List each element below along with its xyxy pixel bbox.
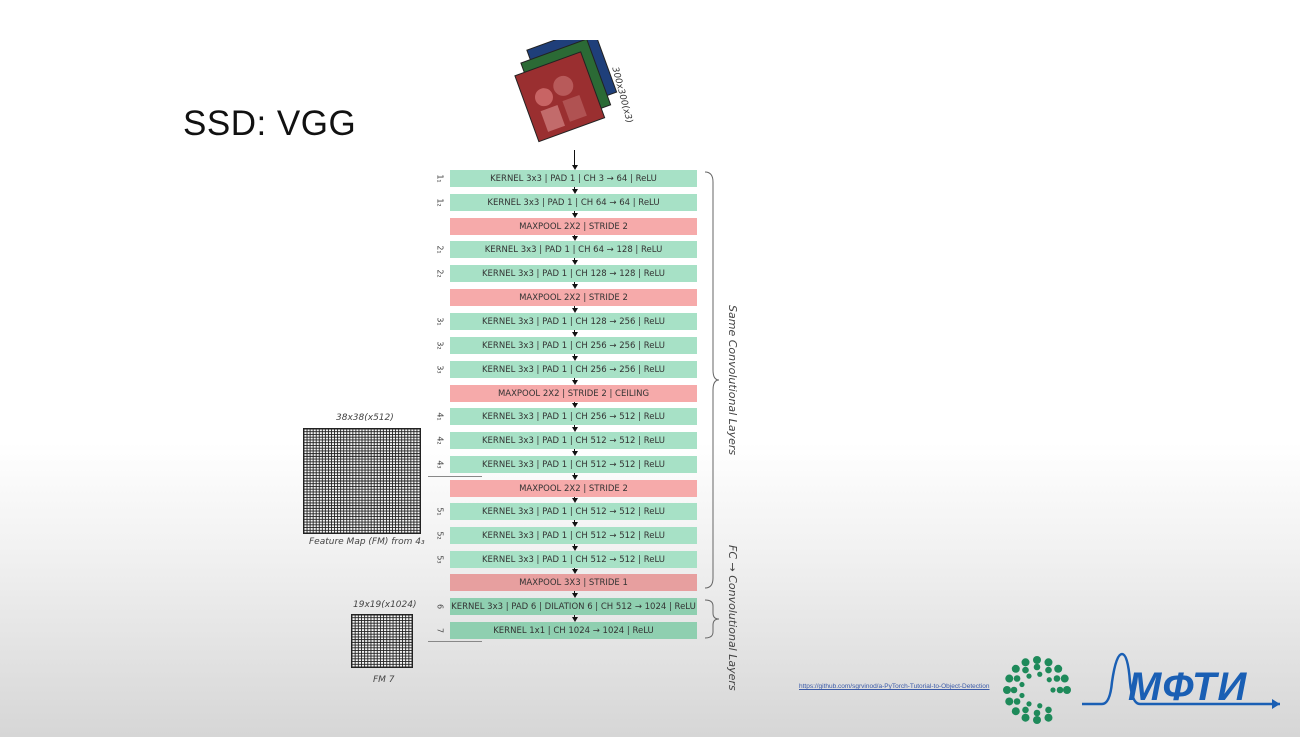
- flow-arrow-icon: [572, 284, 578, 289]
- conv-layer: KERNEL 3x3 | PAD 1 | CH 512 → 512 | ReLU: [450, 456, 697, 473]
- conv-layer: KERNEL 3x3 | PAD 1 | CH 256 → 256 | ReLU: [450, 337, 697, 354]
- pool-layer: MAXPOOL 2X2 | STRIDE 2: [450, 218, 697, 235]
- flow-arrow-icon: [572, 236, 578, 241]
- flow-arrow-stem: [574, 497, 575, 498]
- flow-arrow-stem: [574, 568, 575, 569]
- flow-arrow-stem: [574, 187, 575, 189]
- conv-layer: KERNEL 3x3 | PAD 1 | CH 256 → 256 | ReLU: [450, 361, 697, 378]
- flow-arrow-stem: [574, 282, 575, 284]
- flow-arrow-stem: [574, 425, 575, 427]
- flow-arrow-icon: [572, 165, 578, 170]
- layer-index: 4₂: [435, 436, 445, 445]
- flow-arrow-icon: [572, 593, 578, 598]
- conv-layer: KERNEL 3x3 | PAD 1 | CH 512 → 512 | ReLU: [450, 503, 697, 520]
- input-image-stack: [514, 40, 618, 143]
- fm4-grid: [303, 428, 421, 534]
- fm7-caption: FM 7: [373, 675, 395, 685]
- layer-index: 1₁: [435, 174, 445, 183]
- layer-index: 6: [435, 603, 445, 610]
- flow-arrow-stem: [574, 211, 575, 213]
- flow-arrow-stem: [574, 150, 575, 165]
- flow-arrow-icon: [572, 427, 578, 432]
- flow-arrow-icon: [572, 546, 578, 551]
- fm4-caption: Feature Map (FM) from 4₃: [309, 537, 425, 547]
- same-conv-label: Same Convolutional Layers: [726, 305, 739, 456]
- flow-arrow-stem: [574, 235, 575, 236]
- flow-arrow-stem: [574, 330, 575, 332]
- pool-layer: MAXPOOL 2X2 | STRIDE 2: [450, 480, 697, 497]
- conv-layer: KERNEL 3x3 | PAD 6 | DILATION 6 | CH 512…: [450, 598, 697, 615]
- flow-arrow-stem: [574, 520, 575, 522]
- conv-layer: KERNEL 3x3 | PAD 1 | CH 512 → 512 | ReLU: [450, 551, 697, 568]
- flow-arrow-stem: [574, 544, 575, 546]
- conv-layer: KERNEL 3x3 | PAD 1 | CH 512 → 512 | ReLU: [450, 527, 697, 544]
- conv-layer: KERNEL 3x3 | PAD 1 | CH 3 → 64 | ReLU: [450, 170, 697, 187]
- conv-layer: KERNEL 3x3 | PAD 1 | CH 64 → 64 | ReLU: [450, 194, 697, 211]
- flow-arrow-icon: [572, 308, 578, 313]
- layer-index: 3₁: [435, 317, 445, 326]
- conv-layer: KERNEL 3x3 | PAD 1 | CH 128 → 256 | ReLU: [450, 313, 697, 330]
- mipt-logo-text: МФТИ: [1128, 665, 1248, 709]
- flow-arrow-icon: [572, 380, 578, 385]
- flow-arrow-icon: [572, 403, 578, 408]
- conv-layer: KERNEL 3x3 | PAD 1 | CH 64 → 128 | ReLU: [450, 241, 697, 258]
- fm7-connector: [428, 641, 482, 642]
- flow-arrow-icon: [572, 617, 578, 622]
- layer-index: 1₂: [435, 198, 445, 207]
- layer-index: 7: [435, 627, 445, 634]
- flow-arrow-stem: [574, 354, 575, 356]
- flow-arrow-icon: [572, 475, 578, 480]
- slide-title: SSD: VGG: [183, 104, 357, 143]
- fm7-grid: [351, 614, 413, 668]
- flow-arrow-stem: [574, 402, 575, 403]
- layer-index: 5₃: [435, 555, 445, 564]
- layer-index: 2₂: [435, 269, 445, 278]
- conv-layer: KERNEL 1x1 | CH 1024 → 1024 | ReLU: [450, 622, 697, 639]
- flow-arrow-stem: [574, 306, 575, 308]
- pool-layer: MAXPOOL 3X3 | STRIDE 1: [450, 574, 697, 591]
- fm4-connector: [428, 476, 482, 477]
- fm7-size-label: 19x19(x1024): [353, 600, 417, 610]
- pool-layer: MAXPOOL 2X2 | STRIDE 2 | CEILING: [450, 385, 697, 402]
- conv-layer: KERNEL 3x3 | PAD 1 | CH 512 → 512 | ReLU: [450, 432, 697, 449]
- conv-layer: KERNEL 3x3 | PAD 1 | CH 128 → 128 | ReLU: [450, 265, 697, 282]
- layer-index: 5₂: [435, 531, 445, 540]
- mipt-wave-icon: [1082, 652, 1280, 709]
- flow-arrow-stem: [574, 378, 575, 380]
- input-channel-red: [514, 51, 606, 143]
- flow-arrow-icon: [572, 260, 578, 265]
- flow-arrow-stem: [574, 473, 575, 475]
- fc-conv-label: FC → Convolutional Layers: [726, 545, 739, 691]
- fc-conv-brace: [704, 599, 720, 639]
- layer-index: 3₃: [435, 365, 445, 374]
- flow-arrow-stem: [574, 258, 575, 260]
- conv-layer: KERNEL 3x3 | PAD 1 | CH 256 → 512 | ReLU: [450, 408, 697, 425]
- flow-arrow-icon: [572, 569, 578, 574]
- layer-index: 4₁: [435, 412, 445, 421]
- flow-arrow-icon: [572, 332, 578, 337]
- same-conv-brace: [704, 171, 720, 589]
- layer-index: 3₂: [435, 341, 445, 350]
- mipt-emblem-icon: [1003, 656, 1071, 724]
- flow-arrow-stem: [574, 449, 575, 451]
- layer-index: 2₁: [435, 245, 445, 254]
- flow-arrow-icon: [572, 498, 578, 503]
- flow-arrow-stem: [574, 615, 575, 617]
- flow-arrow-icon: [572, 213, 578, 218]
- flow-arrow-stem: [574, 591, 575, 593]
- source-link[interactable]: https://github.com/sgrvinod/a-PyTorch-Tu…: [799, 683, 990, 690]
- fm4-size-label: 38x38(x512): [336, 413, 394, 423]
- layer-index: 4₃: [435, 460, 445, 469]
- flow-arrow-icon: [572, 522, 578, 527]
- pool-layer: MAXPOOL 2X2 | STRIDE 2: [450, 289, 697, 306]
- flow-arrow-icon: [572, 451, 578, 456]
- flow-arrow-icon: [572, 189, 578, 194]
- flow-arrow-icon: [572, 356, 578, 361]
- layer-index: 5₁: [435, 507, 445, 516]
